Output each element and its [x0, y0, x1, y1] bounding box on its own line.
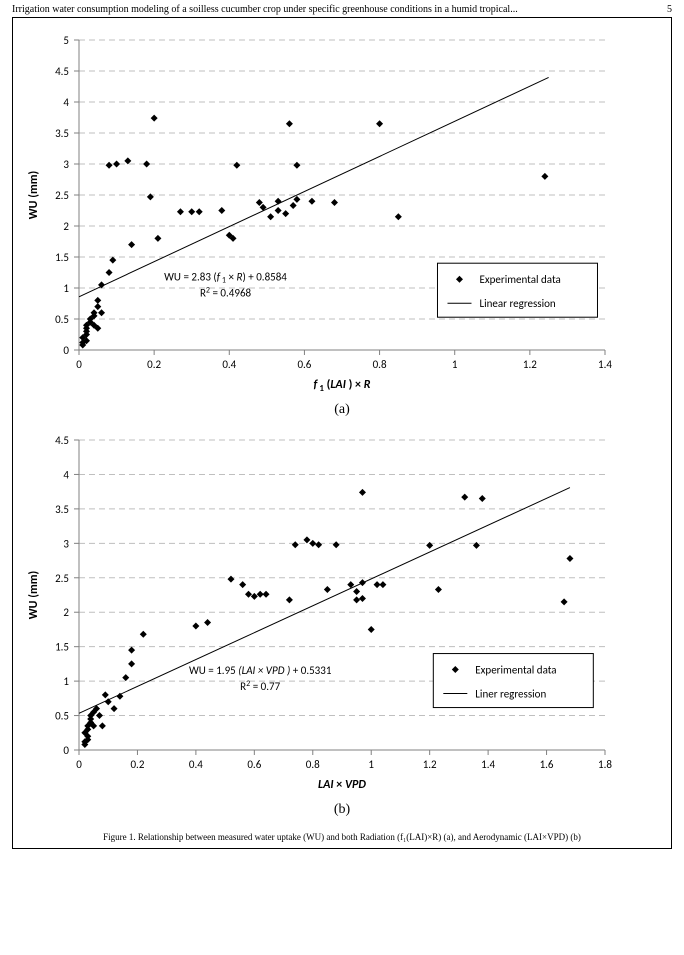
svg-text:1.5: 1.5: [55, 641, 69, 654]
svg-text:4.5: 4.5: [55, 65, 69, 78]
panel-b-label: (b): [21, 802, 663, 818]
svg-text:LAI × VPD: LAI × VPD: [318, 778, 366, 792]
svg-text:0.6: 0.6: [247, 758, 261, 771]
panel-a-label: (a): [21, 402, 663, 418]
svg-text:Linear regression: Linear regression: [479, 297, 555, 310]
svg-text:2: 2: [63, 220, 69, 233]
svg-text:1.5: 1.5: [55, 251, 69, 264]
figure-caption: Figure 1. Relationship between measured …: [21, 828, 663, 842]
chart-b: 0 0.2 0.4 0.6 0.8 1 1.2 1.4 1.6 1.8 0 0.5 1 1.5 2 2.5 3 3…: [21, 428, 621, 798]
svg-text:WU = 1.95 (LAI × VPD ) + 0.53: WU = 1.95 (LAI × VPD ) + 0.5331: [189, 664, 332, 677]
svg-text:2.5: 2.5: [55, 572, 69, 585]
svg-text:Experimental data: Experimental data: [479, 273, 560, 286]
svg-text:1.6: 1.6: [540, 758, 554, 771]
svg-text:2.5: 2.5: [55, 189, 69, 202]
svg-text:0.2: 0.2: [130, 758, 144, 771]
svg-text:WU (mm): WU (mm): [27, 571, 41, 619]
svg-text:4: 4: [63, 468, 69, 481]
panel-a: 0 0.2 0.4 0.6 0.8 1 1.2 1.4 0 0.5 1 1.5 2 2.5 3 3.5 4 4.5…: [21, 28, 663, 398]
svg-text:3: 3: [63, 537, 69, 550]
svg-text:1.2: 1.2: [523, 358, 537, 371]
svg-text:0: 0: [63, 344, 69, 357]
svg-text:1: 1: [63, 675, 69, 688]
svg-text:WU = 2.83 (f 1 × R) + 0.8584: WU = 2.83 (f 1 × R) + 0.8584: [164, 271, 287, 286]
svg-text:0.8: 0.8: [373, 358, 387, 371]
svg-text:Liner regression: Liner regression: [475, 688, 546, 701]
svg-text:0: 0: [63, 744, 69, 757]
svg-text:1.8: 1.8: [598, 758, 612, 771]
svg-text:0: 0: [76, 758, 82, 771]
svg-text:1: 1: [452, 358, 458, 371]
running-head-text: Irrigation water consumption modeling of…: [12, 4, 518, 15]
svg-text:1.2: 1.2: [423, 758, 437, 771]
svg-text:0: 0: [76, 358, 82, 371]
svg-text:Experimental data: Experimental data: [475, 664, 556, 677]
svg-text:0.5: 0.5: [55, 313, 69, 326]
svg-text:5: 5: [63, 34, 69, 47]
svg-text:1: 1: [63, 282, 69, 295]
svg-text:f 1 (LAI ) × R: f 1 (LAI ) × R: [313, 378, 370, 394]
page-number: 5: [667, 4, 672, 15]
chart-a: 0 0.2 0.4 0.6 0.8 1 1.2 1.4 0 0.5 1 1.5 2 2.5 3 3.5 4 4.5…: [21, 28, 621, 398]
svg-text:4: 4: [63, 96, 69, 109]
svg-text:3.5: 3.5: [55, 503, 69, 516]
svg-text:0.6: 0.6: [297, 358, 311, 371]
svg-text:0.5: 0.5: [55, 710, 69, 723]
svg-text:1: 1: [368, 758, 374, 771]
svg-text:WU (mm): WU (mm): [27, 171, 41, 219]
svg-text:3.5: 3.5: [55, 127, 69, 140]
svg-text:4.5: 4.5: [55, 434, 69, 447]
svg-text:0.2: 0.2: [147, 358, 161, 371]
svg-text:0.8: 0.8: [306, 758, 320, 771]
svg-text:0.4: 0.4: [189, 758, 203, 771]
svg-text:2: 2: [63, 606, 69, 619]
svg-text:1.4: 1.4: [598, 358, 612, 371]
svg-text:1.4: 1.4: [481, 758, 495, 771]
svg-text:3: 3: [63, 158, 69, 171]
figure-frame: 0 0.2 0.4 0.6 0.8 1 1.2 1.4 0 0.5 1 1.5 2 2.5 3 3.5 4 4.5…: [12, 17, 672, 849]
panel-b: 0 0.2 0.4 0.6 0.8 1 1.2 1.4 1.6 1.8 0 0.5 1 1.5 2 2.5 3 3…: [21, 428, 663, 798]
svg-text:0.4: 0.4: [222, 358, 236, 371]
